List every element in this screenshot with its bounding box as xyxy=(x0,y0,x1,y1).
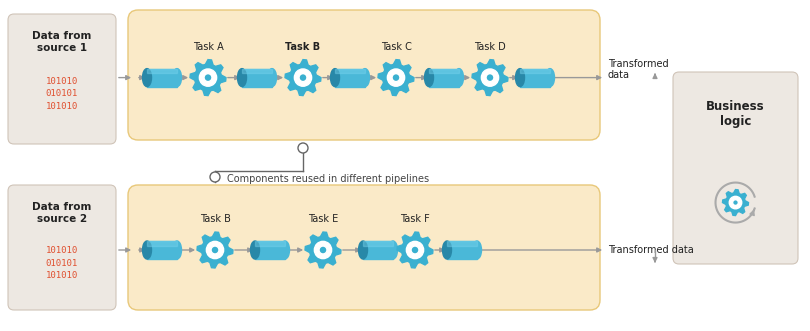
Circle shape xyxy=(729,196,742,209)
Circle shape xyxy=(319,246,327,254)
Circle shape xyxy=(207,241,224,259)
Circle shape xyxy=(486,73,494,81)
Circle shape xyxy=(204,73,212,81)
Ellipse shape xyxy=(267,69,276,87)
Ellipse shape xyxy=(173,241,181,259)
Ellipse shape xyxy=(454,69,463,87)
Ellipse shape xyxy=(442,241,451,259)
Circle shape xyxy=(407,241,424,259)
Polygon shape xyxy=(305,232,341,268)
Bar xyxy=(242,69,272,73)
Ellipse shape xyxy=(250,241,259,259)
Ellipse shape xyxy=(472,241,481,259)
Text: Task C: Task C xyxy=(381,42,411,52)
Bar xyxy=(429,69,459,73)
Ellipse shape xyxy=(359,241,368,259)
Polygon shape xyxy=(197,232,233,268)
FancyBboxPatch shape xyxy=(673,72,798,264)
Bar xyxy=(363,241,393,259)
Bar xyxy=(447,241,477,246)
Bar xyxy=(363,241,393,246)
Circle shape xyxy=(411,246,419,254)
Ellipse shape xyxy=(360,69,369,87)
Bar xyxy=(520,69,550,87)
Text: 101010
010101
101010: 101010 010101 101010 xyxy=(46,77,78,111)
Bar xyxy=(429,69,459,87)
Polygon shape xyxy=(472,60,508,96)
Text: Task B: Task B xyxy=(285,42,321,52)
Circle shape xyxy=(299,73,307,81)
Polygon shape xyxy=(723,190,748,215)
Circle shape xyxy=(481,69,499,86)
Ellipse shape xyxy=(173,69,181,87)
Text: Task E: Task E xyxy=(308,214,338,224)
Bar xyxy=(255,241,285,259)
Bar xyxy=(447,241,477,259)
Bar xyxy=(335,69,365,87)
Ellipse shape xyxy=(424,69,433,87)
Text: Task D: Task D xyxy=(474,42,506,52)
Bar xyxy=(147,69,177,87)
FancyBboxPatch shape xyxy=(128,185,600,310)
Bar xyxy=(147,241,177,259)
Text: 101010
010101
101010: 101010 010101 101010 xyxy=(46,246,78,280)
Ellipse shape xyxy=(143,241,151,259)
FancyBboxPatch shape xyxy=(8,185,116,310)
Text: Data from
source 2: Data from source 2 xyxy=(32,202,92,224)
Circle shape xyxy=(210,172,220,182)
Circle shape xyxy=(387,69,405,86)
Bar xyxy=(242,69,272,87)
Circle shape xyxy=(392,73,400,81)
Circle shape xyxy=(199,69,216,86)
Bar xyxy=(147,241,177,246)
Circle shape xyxy=(298,143,308,153)
Ellipse shape xyxy=(237,69,246,87)
Bar xyxy=(147,69,177,73)
Ellipse shape xyxy=(545,69,555,87)
Circle shape xyxy=(314,241,331,259)
Ellipse shape xyxy=(330,69,339,87)
Circle shape xyxy=(732,200,739,206)
Polygon shape xyxy=(190,60,226,96)
Ellipse shape xyxy=(389,241,398,259)
Text: Transformed
data: Transformed data xyxy=(608,59,668,80)
Bar xyxy=(335,69,365,73)
Text: Task B: Task B xyxy=(199,214,230,224)
Text: Business
logic: Business logic xyxy=(706,100,765,128)
Polygon shape xyxy=(378,60,414,96)
Ellipse shape xyxy=(515,69,525,87)
Polygon shape xyxy=(397,232,433,268)
FancyBboxPatch shape xyxy=(8,14,116,144)
Text: Task A: Task A xyxy=(193,42,224,52)
Circle shape xyxy=(211,246,219,254)
FancyBboxPatch shape xyxy=(128,10,600,140)
Ellipse shape xyxy=(280,241,289,259)
Ellipse shape xyxy=(143,69,151,87)
Text: Components reused in different pipelines: Components reused in different pipelines xyxy=(227,174,429,184)
Circle shape xyxy=(294,69,312,86)
Text: Transformed data: Transformed data xyxy=(608,245,693,255)
Bar xyxy=(255,241,285,246)
Text: Data from
source 1: Data from source 1 xyxy=(32,31,92,53)
Text: Task F: Task F xyxy=(400,214,430,224)
Bar xyxy=(520,69,550,73)
Polygon shape xyxy=(285,60,321,96)
